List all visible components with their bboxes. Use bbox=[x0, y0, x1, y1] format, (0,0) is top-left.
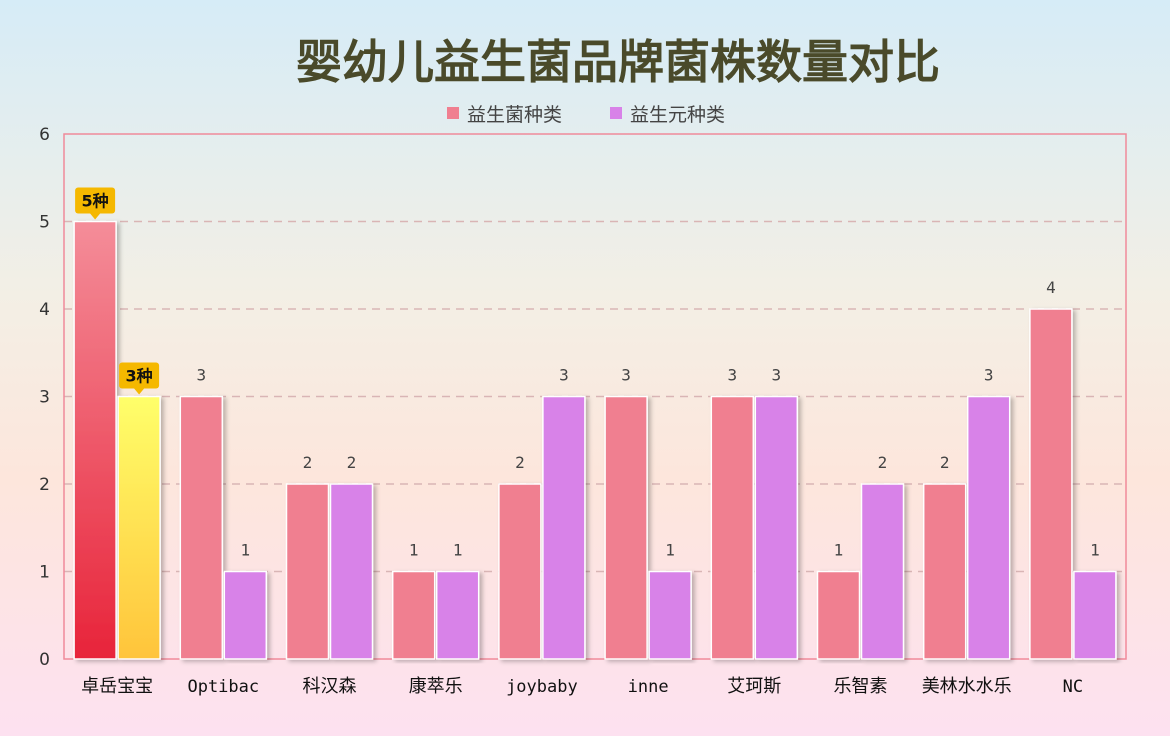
bar bbox=[391, 570, 436, 660]
data-label: 2 bbox=[347, 453, 357, 472]
y-tick-label: 0 bbox=[39, 650, 50, 670]
legend-swatch bbox=[610, 107, 622, 119]
data-label: 2 bbox=[515, 453, 525, 472]
data-label: 3 bbox=[727, 366, 737, 385]
y-tick-label: 6 bbox=[39, 125, 50, 145]
y-tick-label: 2 bbox=[39, 475, 50, 495]
legend: 益生菌种类 益生元种类 bbox=[447, 104, 725, 126]
bar bbox=[816, 570, 861, 660]
highlight-label: 5种 bbox=[82, 192, 109, 211]
bar bbox=[179, 395, 224, 660]
x-tick-label: NC bbox=[1063, 677, 1083, 697]
x-tick-label: 康萃乐 bbox=[409, 676, 463, 697]
data-label: 1 bbox=[1090, 541, 1100, 560]
data-label: 3 bbox=[196, 366, 206, 385]
legend-label: 益生元种类 bbox=[630, 104, 725, 126]
plot-border bbox=[63, 133, 1127, 660]
bar bbox=[754, 395, 799, 660]
bar bbox=[1029, 308, 1073, 660]
bar bbox=[604, 395, 648, 660]
data-label: 2 bbox=[940, 453, 950, 472]
bar bbox=[329, 483, 374, 660]
data-label: 1 bbox=[665, 541, 675, 560]
highlight-badge-pointer bbox=[134, 388, 145, 395]
x-tick-label: 卓岳宝宝 bbox=[81, 676, 153, 697]
bar bbox=[710, 395, 755, 660]
data-label: 2 bbox=[878, 453, 888, 472]
data-label: 1 bbox=[834, 541, 844, 560]
x-axis: 卓岳宝宝 Optibac 科汉森 康萃乐 joybaby inne 艾珂斯 乐智素 美林水水乐 N… bbox=[81, 676, 1083, 697]
bar bbox=[435, 570, 480, 660]
bar bbox=[542, 395, 586, 660]
legend-swatch bbox=[447, 107, 459, 119]
grid bbox=[64, 220, 1126, 573]
x-tick-label: 艾珂斯 bbox=[727, 676, 781, 697]
y-axis: 0 1 2 3 4 5 6 bbox=[39, 125, 50, 670]
bar bbox=[1073, 570, 1117, 660]
data-label: 1 bbox=[453, 541, 463, 560]
x-tick-label: Optibac bbox=[187, 677, 259, 697]
highlight-badge-pointer bbox=[90, 213, 101, 220]
bars bbox=[73, 220, 1117, 660]
x-tick-label: joybaby bbox=[506, 677, 578, 697]
x-tick-label: 乐智素 bbox=[834, 676, 888, 697]
highlight-badge bbox=[119, 362, 160, 389]
bar bbox=[966, 395, 1011, 660]
data-label: 3 bbox=[771, 366, 781, 385]
data-label: 2 bbox=[303, 453, 313, 472]
y-tick-label: 5 bbox=[39, 213, 50, 233]
legend-label: 益生菌种类 bbox=[467, 104, 562, 126]
y-tick-label: 1 bbox=[39, 563, 50, 583]
y-tick-label: 4 bbox=[39, 300, 50, 320]
data-label: 1 bbox=[409, 541, 419, 560]
bar bbox=[860, 483, 905, 660]
highlight-bar bbox=[117, 395, 161, 660]
bar bbox=[223, 570, 268, 660]
data-label: 3 bbox=[984, 366, 994, 385]
bar bbox=[285, 483, 330, 660]
data-labels: 5种 3种 3 1 2 2 1 1 2 3 3 1 3 3 1 2 2 3 4 1 bbox=[75, 187, 1100, 560]
data-label: 3 bbox=[621, 366, 631, 385]
chart-title: 婴幼儿益生菌品牌菌株数量对比 bbox=[296, 35, 940, 89]
data-label: 3 bbox=[559, 366, 569, 385]
highlight-badge bbox=[75, 187, 116, 214]
highlight-bar bbox=[73, 220, 117, 660]
bar bbox=[648, 570, 692, 660]
highlight-label: 3种 bbox=[126, 367, 153, 386]
x-tick-label: 美林水水乐 bbox=[922, 676, 1012, 697]
data-label: 1 bbox=[240, 541, 250, 560]
data-label: 4 bbox=[1046, 278, 1056, 297]
x-tick-label: 科汉森 bbox=[303, 676, 357, 697]
bar bbox=[922, 483, 967, 660]
bar bbox=[498, 483, 542, 660]
y-tick-label: 3 bbox=[39, 388, 50, 408]
x-tick-label: inne bbox=[628, 677, 669, 697]
